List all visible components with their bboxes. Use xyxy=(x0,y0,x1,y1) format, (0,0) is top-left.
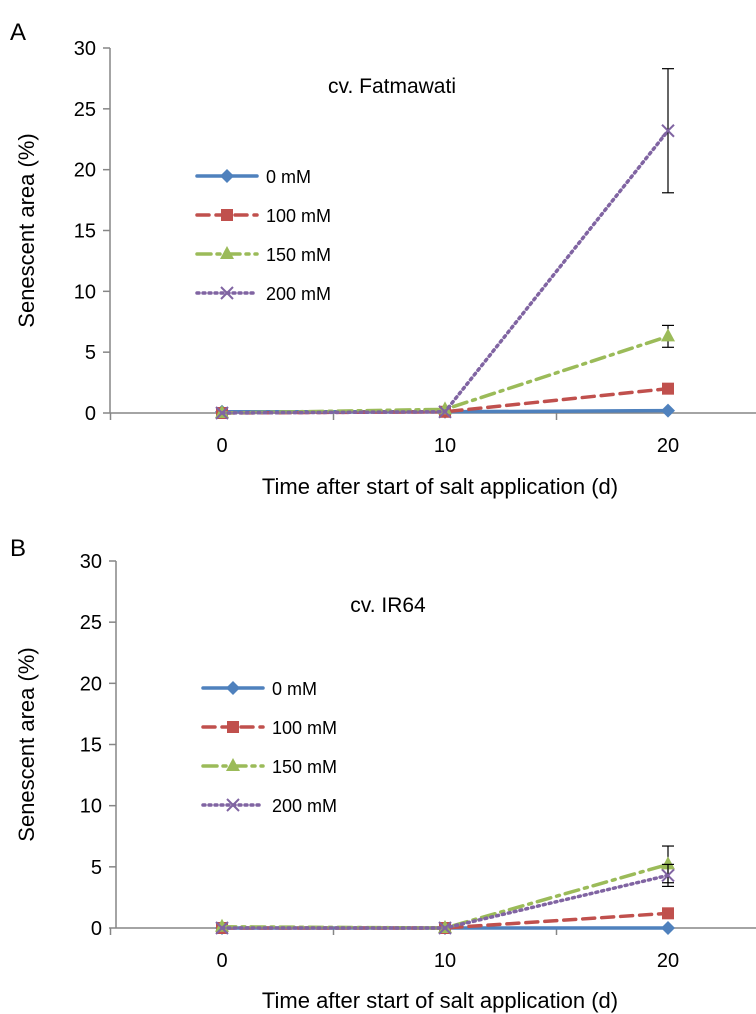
data-point xyxy=(438,405,452,419)
y-tick-label: 30 xyxy=(74,38,96,60)
y-tick-label: 25 xyxy=(74,99,96,121)
x-tick-label: 0 xyxy=(216,950,227,972)
y-axis-title: Senescent area (%) xyxy=(14,133,39,327)
legend-label: 200 mM xyxy=(266,284,331,304)
y-tick-label: 20 xyxy=(80,673,102,695)
legend-label: 100 mM xyxy=(272,718,337,738)
y-tick-label: 10 xyxy=(74,281,96,303)
chart-panel-b: Bcv. IR64 0 5 10 15 20 25 30 0 10 20 Time after sta… xyxy=(10,535,756,1013)
y-tick-label: 15 xyxy=(74,221,96,243)
legend-marker xyxy=(220,169,234,183)
chart-panel-a: Acv. Fatmawati 0 5 10 15 20 25 30 0 10 20 Time afte… xyxy=(10,19,756,499)
x-tick-label: 0 xyxy=(216,435,227,457)
x-tick-label: 20 xyxy=(657,950,679,972)
x-tick-label: 20 xyxy=(657,435,679,457)
y-tick-label: 5 xyxy=(85,342,96,364)
y-tick-label: 10 xyxy=(80,796,102,818)
y-tick-label: 15 xyxy=(80,735,102,757)
legend-marker xyxy=(220,286,234,300)
legend-label: 0 mM xyxy=(272,679,317,699)
legend-label: 150 mM xyxy=(272,757,337,777)
y-tick-label: 0 xyxy=(91,918,102,940)
series-200-mm xyxy=(215,863,675,935)
x-axis-title: Time after start of salt application (d) xyxy=(262,988,618,1013)
y-tick-label: 30 xyxy=(80,551,102,573)
legend-marker xyxy=(221,209,233,221)
chart-title: cv. Fatmawati xyxy=(328,75,456,98)
x-axis-title: Time after start of salt application (d) xyxy=(262,474,618,499)
x-tick-label: 10 xyxy=(434,435,456,457)
data-point xyxy=(215,921,229,935)
data-point xyxy=(662,382,674,395)
data-point xyxy=(661,124,675,138)
legend-label: 200 mM xyxy=(272,796,337,816)
legend-marker xyxy=(226,758,240,771)
data-point xyxy=(661,856,675,870)
data-point xyxy=(662,907,674,920)
y-tick-label: 0 xyxy=(85,403,96,425)
legend-marker xyxy=(227,721,239,733)
y-axis-title: Senescent area (%) xyxy=(14,647,39,841)
x-tick-label: 10 xyxy=(434,950,456,972)
data-point xyxy=(661,868,675,883)
legend-label: 100 mM xyxy=(266,206,331,226)
series-150-mm xyxy=(215,324,675,418)
data-point xyxy=(661,328,675,342)
y-tick-label: 25 xyxy=(80,612,102,634)
series-200-mm xyxy=(215,68,675,420)
chart-title: cv. IR64 xyxy=(350,594,426,617)
data-point xyxy=(438,921,452,935)
legend-marker xyxy=(226,681,240,695)
data-point xyxy=(661,921,675,935)
legend-marker xyxy=(226,798,240,812)
legend-label: 0 mM xyxy=(266,167,311,187)
data-point xyxy=(661,403,675,418)
y-tick-label: 5 xyxy=(91,857,102,879)
legend-marker xyxy=(220,246,234,259)
data-point xyxy=(215,406,229,420)
panel-letter: B xyxy=(10,535,26,562)
legend-label: 150 mM xyxy=(266,245,331,265)
y-tick-label: 20 xyxy=(74,160,96,182)
panel-letter: A xyxy=(10,19,26,46)
